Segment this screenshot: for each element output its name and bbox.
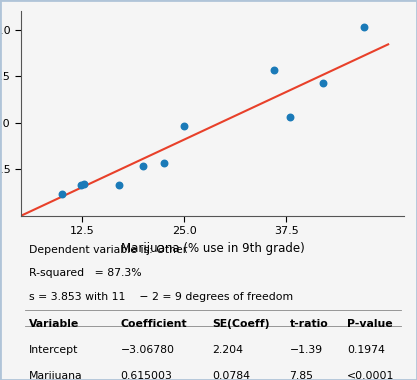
Point xyxy=(287,114,294,120)
Point xyxy=(116,182,122,188)
Text: 7.85: 7.85 xyxy=(289,370,314,380)
Text: −3.06780: −3.06780 xyxy=(121,345,175,355)
Text: 0.0784: 0.0784 xyxy=(213,370,251,380)
Text: Intercept: Intercept xyxy=(28,345,78,355)
Text: Dependent variable is: Other: Dependent variable is: Other xyxy=(28,245,187,255)
Text: 2.204: 2.204 xyxy=(213,345,244,355)
Text: Variable: Variable xyxy=(28,320,79,329)
Point xyxy=(161,160,167,166)
Point xyxy=(80,180,87,187)
Text: 0.1974: 0.1974 xyxy=(347,345,385,355)
Text: 0.615003: 0.615003 xyxy=(121,370,173,380)
Point xyxy=(319,80,326,86)
Text: Marijuana: Marijuana xyxy=(28,370,82,380)
Point xyxy=(59,191,66,197)
Text: s = 3.853 with 11    − 2 = 9 degrees of freedom: s = 3.853 with 11 − 2 = 9 degrees of fre… xyxy=(28,292,293,302)
Text: P-value: P-value xyxy=(347,320,392,329)
Text: Coefficient: Coefficient xyxy=(121,320,187,329)
Text: <0.0001: <0.0001 xyxy=(347,370,394,380)
Point xyxy=(360,24,367,30)
Point xyxy=(181,123,187,129)
Text: t-ratio: t-ratio xyxy=(289,320,328,329)
Text: −1.39: −1.39 xyxy=(289,345,322,355)
Text: SE(Coeff): SE(Coeff) xyxy=(213,320,270,329)
Point xyxy=(271,67,277,73)
Text: R-squared   = 87.3%: R-squared = 87.3% xyxy=(28,268,141,278)
X-axis label: Marijuana (% use in 9th grade): Marijuana (% use in 9th grade) xyxy=(121,242,304,255)
Point xyxy=(140,163,147,169)
Point xyxy=(78,182,85,188)
